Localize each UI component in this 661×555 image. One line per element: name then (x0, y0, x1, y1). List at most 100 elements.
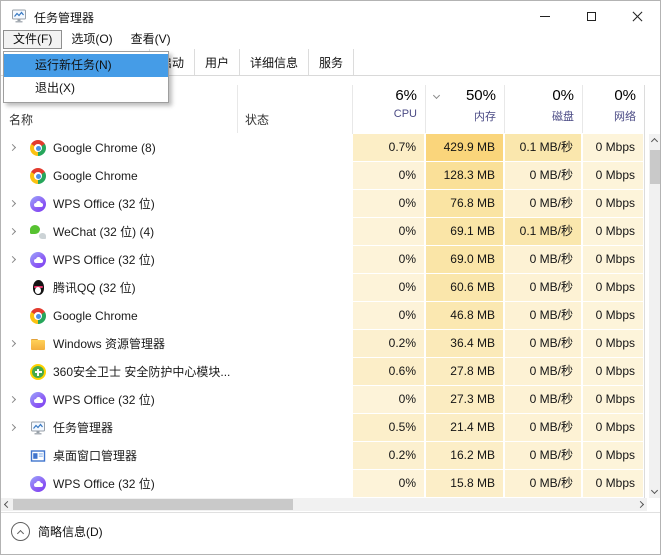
wps-office-icon (30, 252, 46, 268)
scroll-right-icon[interactable] (636, 500, 645, 509)
close-button[interactable] (614, 1, 660, 31)
qq-icon (30, 280, 46, 296)
table-row[interactable]: 任务管理器 0.5% 21.4 MB 0 MB/秒 0 Mbps (1, 414, 644, 442)
tab-2[interactable]: 详细信息 (240, 49, 310, 75)
task-manager-icon (30, 420, 46, 436)
expand-chevron-icon[interactable] (8, 255, 17, 264)
explorer-folder-icon (30, 336, 46, 352)
usage-column-磁盘[interactable]: 0% 磁盘 (504, 85, 582, 133)
menubar-item-1[interactable]: 选项(O) (71, 32, 113, 46)
wps-office-icon (30, 196, 46, 212)
table-row[interactable]: WPS Office (32 位) 0% 27.3 MB 0 MB/秒 0 Mbps (1, 386, 644, 414)
disk-cell: 0 MB/秒 (505, 302, 581, 329)
tab-1[interactable]: 用户 (195, 49, 241, 75)
cpu-cell: 0.2% (353, 330, 424, 357)
table-row[interactable]: 腾讯QQ (32 位) 0% 60.6 MB 0 MB/秒 0 Mbps (1, 274, 644, 302)
disk-cell: 0.1 MB/秒 (505, 218, 581, 245)
vertical-scrollbar[interactable] (649, 134, 660, 498)
network-cell: 0 Mbps (583, 414, 643, 441)
memory-cell: 27.3 MB (426, 386, 503, 413)
table-row[interactable]: Windows 资源管理器 0.2% 36.4 MB 0 MB/秒 0 Mbps (1, 330, 644, 358)
maximize-icon (586, 11, 596, 21)
expand-chevron-icon[interactable] (8, 143, 17, 152)
memory-cell: 36.4 MB (426, 330, 503, 357)
expand-chevron-icon[interactable] (8, 199, 17, 208)
disk-cell: 0.1 MB/秒 (505, 134, 581, 161)
close-icon (632, 11, 643, 22)
scroll-down-icon[interactable] (650, 486, 659, 495)
process-name: WPS Office (32 位) (53, 393, 155, 407)
disk-cell: 0 MB/秒 (505, 190, 581, 217)
vertical-scrollbar-thumb[interactable] (650, 150, 660, 184)
network-cell: 0 Mbps (583, 134, 643, 161)
details-toggle[interactable]: 简略信息(D) (11, 522, 103, 541)
cpu-cell: 0% (353, 386, 424, 413)
minimize-icon (540, 15, 550, 17)
horizontal-scrollbar[interactable] (1, 498, 647, 511)
table-row[interactable]: WPS Office (32 位) 0% 69.0 MB 0 MB/秒 0 Mbps (1, 246, 644, 274)
process-name: Windows 资源管理器 (53, 337, 166, 351)
maximize-button[interactable] (568, 1, 614, 31)
scroll-up-icon[interactable] (650, 137, 659, 146)
network-cell: 0 Mbps (583, 274, 643, 301)
wps-office-icon (30, 476, 46, 492)
cpu-cell: 0% (353, 218, 424, 245)
usage-percent: 0% (552, 87, 574, 104)
memory-cell: 46.8 MB (426, 302, 503, 329)
process-name: 360安全卫士 安全防护中心模块... (53, 365, 231, 379)
disk-cell: 0 MB/秒 (505, 274, 581, 301)
expand-chevron-icon[interactable] (8, 423, 17, 432)
memory-cell: 21.4 MB (426, 414, 503, 441)
table-row[interactable]: WeChat (32 位) (4) 0% 69.1 MB 0.1 MB/秒 0 Mbps (1, 218, 644, 246)
usage-column-网络[interactable]: 0% 网络 (582, 85, 644, 133)
disk-cell: 0 MB/秒 (505, 442, 581, 469)
chrome-icon (30, 308, 46, 324)
expand-chevron-icon[interactable] (8, 395, 17, 404)
cpu-cell: 0% (353, 162, 424, 189)
table-row[interactable]: WPS Office (32 位) 0% 15.8 MB 0 MB/秒 0 Mbps (1, 470, 644, 498)
process-name: Google Chrome (8) (53, 141, 156, 155)
network-cell: 0 Mbps (583, 302, 643, 329)
memory-cell: 16.2 MB (426, 442, 503, 469)
network-cell: 0 Mbps (583, 162, 643, 189)
cpu-cell: 0.2% (353, 442, 424, 469)
expand-chevron-icon[interactable] (8, 339, 17, 348)
column-divider (237, 85, 238, 133)
table-row[interactable]: Google Chrome (8) 0.7% 429.9 MB 0.1 MB/秒 0 M… (1, 134, 644, 162)
usage-label: 内存 (474, 111, 496, 123)
horizontal-scrollbar-thumb[interactable] (13, 499, 293, 510)
minimize-button[interactable] (522, 1, 568, 31)
table-row[interactable]: WPS Office (32 位) 0% 76.8 MB 0 MB/秒 0 Mbps (1, 190, 644, 218)
memory-cell: 429.9 MB (426, 134, 503, 161)
table-row[interactable]: 桌面窗口管理器 0.2% 16.2 MB 0 MB/秒 0 Mbps (1, 442, 644, 470)
menubar-item-0[interactable]: 文件(F) (3, 30, 63, 49)
cpu-cell: 0% (353, 274, 424, 301)
tab-3[interactable]: 服务 (309, 49, 355, 75)
menubar-item-2[interactable]: 查看(V) (130, 32, 171, 46)
memory-cell: 15.8 MB (426, 470, 503, 497)
expand-chevron-icon[interactable] (8, 227, 17, 236)
file-menu-item-1[interactable]: 退出(X) (35, 81, 75, 95)
column-header-name[interactable]: 名称 (9, 113, 34, 127)
usage-column-内存[interactable]: 50% 内存 (425, 85, 504, 133)
usage-column-CPU[interactable]: 6% CPU (352, 85, 425, 133)
table-row[interactable]: Google Chrome 0% 46.8 MB 0 MB/秒 0 Mbps (1, 302, 644, 330)
file-menu-item-0[interactable]: 运行新任务(N) (4, 54, 168, 77)
memory-cell: 60.6 MB (426, 274, 503, 301)
network-cell: 0 Mbps (583, 470, 643, 497)
scroll-left-icon[interactable] (3, 500, 12, 509)
process-name: 任务管理器 (53, 421, 114, 435)
disk-cell: 0 MB/秒 (505, 246, 581, 273)
process-name: 桌面窗口管理器 (53, 449, 138, 463)
table-row[interactable]: 360安全卫士 安全防护中心模块... 0.6% 27.8 MB 0 MB/秒 0 Mb… (1, 358, 644, 386)
cpu-cell: 0% (353, 302, 424, 329)
file-menu-dropdown: 运行新任务(N) 退出(X) (3, 51, 169, 103)
chrome-icon (30, 140, 46, 156)
column-header-status[interactable]: 状态 (245, 113, 270, 127)
cpu-cell: 0.5% (353, 414, 424, 441)
title-bar: 任务管理器 (1, 1, 660, 31)
process-name: WeChat (32 位) (4) (53, 225, 155, 239)
window-title: 任务管理器 (34, 11, 95, 25)
table-row[interactable]: Google Chrome 0% 128.3 MB 0 MB/秒 0 Mbps (1, 162, 644, 190)
menu-bar: 文件(F) 选项(O) 查看(V) (3, 30, 180, 49)
